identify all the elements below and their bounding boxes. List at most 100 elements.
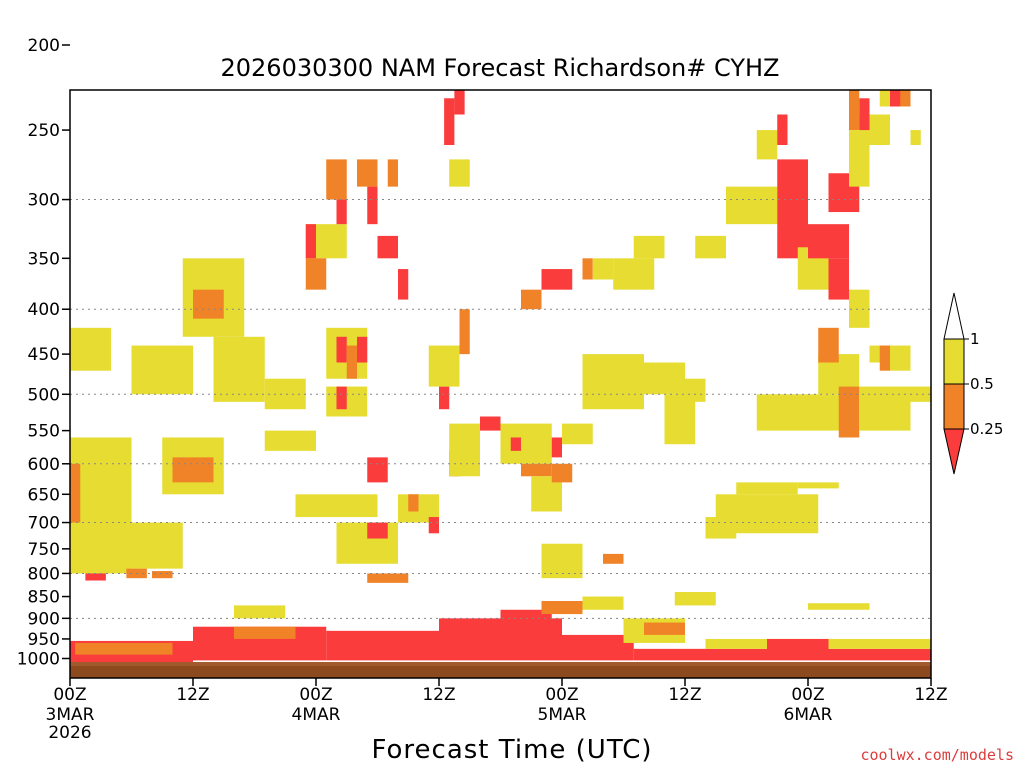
heatmap-cell xyxy=(603,553,624,564)
heatmap-cell xyxy=(305,224,316,259)
heatmap-cell xyxy=(869,114,890,146)
heatmap-cell xyxy=(131,522,183,569)
heatmap-cell xyxy=(305,258,327,290)
y-tick-label: 950 xyxy=(28,630,60,650)
heatmap-cell xyxy=(70,463,81,523)
heatmap-cell xyxy=(541,269,573,290)
heatmap-cell xyxy=(777,114,788,146)
heatmap-cells xyxy=(70,90,931,674)
heatmap-cell xyxy=(808,224,849,259)
x-tick-label: 12Z xyxy=(422,685,455,705)
ground-band xyxy=(70,666,931,678)
heatmap-cell xyxy=(521,289,542,310)
heatmap-cell xyxy=(562,423,593,445)
heatmap-cell xyxy=(613,258,655,290)
heatmap-cell xyxy=(890,90,901,107)
y-tick-label: 200 xyxy=(28,36,60,56)
heatmap-cell xyxy=(449,159,470,187)
heatmap-cell xyxy=(387,159,398,187)
heatmap-cell xyxy=(234,605,286,619)
heatmap-cell xyxy=(879,90,890,107)
heatmap-cell xyxy=(326,159,347,200)
y-tick-label: 750 xyxy=(28,540,60,560)
heatmap-cell xyxy=(541,601,583,615)
plot-frame xyxy=(69,89,932,679)
heatmap-cell xyxy=(726,186,778,225)
heatmap-cell xyxy=(326,630,439,661)
y-tick-label: 350 xyxy=(28,249,60,269)
legend-swatch xyxy=(943,338,965,385)
legend-cap-top xyxy=(943,292,965,340)
heatmap-cell xyxy=(910,130,921,146)
heatmap-cell xyxy=(346,345,357,379)
heatmap-cell xyxy=(633,235,665,259)
heatmap-cell xyxy=(444,98,455,146)
x-tick-label: 12Z xyxy=(668,685,701,705)
y-tick-label: 400 xyxy=(28,300,60,320)
heatmap-cell xyxy=(859,386,911,431)
heatmap-cell xyxy=(695,235,726,259)
heatmap-cell xyxy=(459,309,470,355)
heatmap-cell xyxy=(264,430,316,451)
heatmap-cell xyxy=(439,386,450,410)
heatmap-cell xyxy=(131,345,193,395)
heatmap-cell xyxy=(367,522,388,539)
x-tick-label: 00Z xyxy=(53,685,86,705)
heatmap-cell xyxy=(879,345,890,371)
heatmap-cell xyxy=(644,622,685,635)
heatmap-cell xyxy=(808,603,870,610)
heatmap-cell xyxy=(674,592,716,606)
heatmap-cell xyxy=(510,437,521,451)
heatmap-cell xyxy=(428,345,460,387)
heatmap-cell xyxy=(592,258,614,280)
legend: 1 0.5 0.25 xyxy=(943,292,1003,475)
heatmap-cell xyxy=(295,494,378,518)
heatmap-cell xyxy=(213,336,265,402)
heatmap-cell xyxy=(367,573,409,583)
legend-label: 0.5 xyxy=(970,375,994,393)
y-tick-label: 600 xyxy=(28,455,60,475)
y-tick-label: 900 xyxy=(28,609,60,629)
heatmap-cell xyxy=(357,336,368,363)
heatmap-cell xyxy=(664,394,696,445)
x-date-label: 3MAR xyxy=(46,705,95,725)
heatmap-cell xyxy=(849,114,860,131)
y-tick-label: 300 xyxy=(28,191,60,211)
heatmap-cell xyxy=(674,378,706,402)
heatmap-cell xyxy=(828,258,849,300)
x-date-label: 6MAR xyxy=(784,705,833,725)
x-date-label: 4MAR xyxy=(292,705,341,725)
credit-text: coolwx.com/models xyxy=(860,746,1014,764)
legend-swatch xyxy=(943,383,965,430)
y-tick-label: 650 xyxy=(28,485,60,505)
heatmap-cell xyxy=(521,463,552,477)
heatmap-cell xyxy=(70,327,111,371)
x-tick-label: 00Z xyxy=(299,685,332,705)
heatmap-cell xyxy=(562,634,634,661)
chart-title: 2026030300 NAM Forecast Richardson# CYHZ xyxy=(221,54,780,82)
heatmap-cell xyxy=(367,186,378,225)
heatmap-cell xyxy=(541,543,583,579)
heatmap-cell xyxy=(849,130,870,187)
heatmap-cell xyxy=(777,159,808,259)
heatmap-cell xyxy=(357,159,378,187)
heatmap-cell xyxy=(428,517,439,534)
heatmap-cell xyxy=(582,596,624,610)
x-tick-label: 00Z xyxy=(791,685,824,705)
heatmap-cell xyxy=(633,648,931,661)
heatmap-cell xyxy=(336,336,347,363)
x-year-label: 2026 xyxy=(48,723,91,743)
legend-cap-bottom xyxy=(943,428,965,475)
heatmap-cell xyxy=(849,90,860,115)
legend-label: 1 xyxy=(970,330,980,348)
heatmap-cell xyxy=(398,269,409,300)
heatmap-cell xyxy=(234,626,296,639)
ground-surface xyxy=(70,662,931,678)
y-tick-label: 500 xyxy=(28,385,60,405)
heatmap-cell xyxy=(454,90,465,115)
heatmap-cell xyxy=(408,494,419,512)
heatmap-cell xyxy=(797,482,839,489)
y-tick-label: 450 xyxy=(28,345,60,365)
heatmap-cell xyxy=(172,457,214,483)
